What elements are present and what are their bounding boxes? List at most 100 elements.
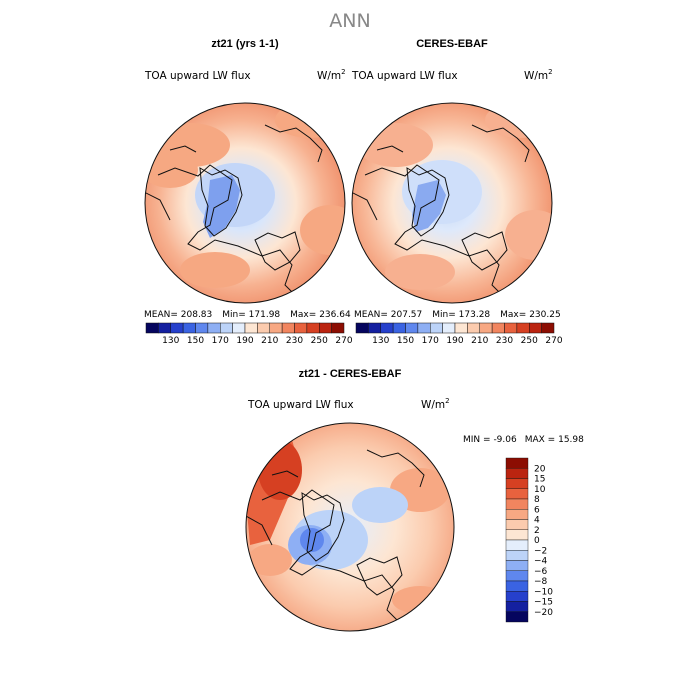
coastline: [254, 231, 301, 271]
colorbar-swatch: [380, 322, 394, 334]
panel-model: zt21 (yrs 1-1) TOA upward LW flux W/m2 M…: [144, 38, 353, 346]
colorbar-tick-label: 2: [534, 526, 540, 536]
colorbar-tick-label: 4: [534, 516, 540, 526]
colorbar-swatch: [368, 322, 381, 334]
colorbar-tick-label: 230: [496, 336, 513, 346]
coastline: [169, 124, 323, 163]
colorbar-tick-label: −20: [534, 608, 553, 618]
panel-model-variable: TOA upward LW flux: [144, 70, 251, 82]
colorbar-tick-label: 210: [261, 336, 278, 346]
coastline: [352, 164, 508, 301]
warm-region: [300, 205, 345, 255]
coastline: [301, 492, 345, 562]
colorbar-swatch: [505, 498, 529, 510]
panel-model-map-border: [144, 102, 346, 304]
colorbar-swatch: [505, 611, 529, 623]
colorbar-swatch: [541, 322, 555, 334]
colorbar-swatch: [505, 580, 529, 592]
colorbar-swatch: [430, 322, 443, 334]
coastline: [376, 124, 530, 163]
warm-region: [357, 123, 433, 167]
coastline: [356, 556, 403, 596]
greenland-cold-region: [412, 180, 446, 232]
negative-bias-region: [300, 528, 324, 552]
colorbar-swatch: [505, 570, 529, 582]
colorbar-tick-label: 8: [534, 495, 540, 505]
colorbar-tick-label: 0: [534, 536, 540, 546]
colorbar-swatch: [505, 591, 529, 602]
colorbar-tick-label: 210: [471, 336, 488, 346]
colorbar-tick-label: −15: [534, 598, 553, 608]
colorbar-swatch: [145, 322, 159, 334]
greenland-cold-region: [203, 175, 240, 238]
colorbar-swatch: [529, 322, 542, 334]
colorbar-swatch: [505, 488, 529, 500]
colorbar-tick-label: 6: [534, 505, 540, 515]
panel-obs-map: [352, 103, 552, 303]
colorbar-swatch: [516, 322, 530, 334]
colorbar-tick-label: 130: [372, 336, 389, 346]
colorbar-swatch: [170, 322, 184, 334]
colorbar-tick-label: 150: [397, 336, 414, 346]
panel-model-colorbar: 130 150 170 190 210 230 250 270: [145, 322, 353, 346]
panel-obs: CERES-EBAF TOA upward LW flux W/m2 MEAN=…: [351, 38, 563, 346]
colorbar-swatch: [454, 322, 468, 334]
colorbar-swatch: [491, 322, 505, 334]
colorbar-swatch: [505, 550, 529, 561]
positive-bias-region: [258, 440, 302, 500]
colorbar-swatch: [442, 322, 456, 334]
colorbar-swatch: [244, 322, 258, 334]
coastline: [145, 164, 301, 301]
colorbar-tick-label: 170: [422, 336, 439, 346]
negative-bias-region: [352, 487, 408, 523]
coastline: [461, 231, 508, 271]
colorbar-swatch: [479, 322, 493, 334]
warm-region: [385, 254, 455, 290]
colorbar-tick-label: 20: [534, 464, 546, 474]
colorbar-swatch: [232, 322, 246, 334]
colorbar-swatch: [207, 322, 221, 334]
colorbar-swatch: [417, 322, 431, 334]
colorbar-swatch: [504, 322, 518, 334]
panel-obs-stats: MEAN= 207.57 Min= 173.28 Max= 230.25: [354, 310, 561, 320]
colorbar-tick-label: −8: [534, 577, 548, 587]
colorbar-swatch: [505, 560, 529, 571]
colorbar-tick-label: −6: [534, 567, 548, 577]
colorbar-swatch: [467, 322, 480, 334]
colorbar-swatch: [182, 322, 196, 334]
colorbar-tick-label: 190: [446, 336, 463, 346]
warm-region: [485, 103, 552, 138]
warm-region: [180, 252, 250, 288]
colorbar-tick-label: 170: [212, 336, 229, 346]
colorbar-swatch: [331, 322, 345, 334]
panel-diff: zt21 - CERES-EBAF TOA upward LW flux W/m…: [245, 368, 584, 632]
colorbar-swatch: [306, 322, 320, 334]
colorbar-swatch: [505, 509, 529, 520]
panel-obs-units: W/m2: [524, 68, 553, 82]
colorbar-swatch: [294, 322, 308, 334]
panel-diff-stats: MIN = -9.06 MAX = 15.98: [463, 435, 584, 445]
warm-region: [275, 103, 345, 138]
coastline: [406, 167, 450, 237]
panel-obs-colorbar: 130 150 170 190 210 230 250 270: [355, 322, 563, 346]
colorbar-swatch: [269, 322, 283, 334]
colorbar-tick-label: 190: [236, 336, 253, 346]
warm-region: [505, 210, 552, 260]
colorbar-swatch: [505, 529, 529, 541]
colorbar-swatch: [158, 322, 171, 334]
colorbar-swatch: [257, 322, 270, 334]
positive-bias-region: [248, 544, 292, 576]
panel-model-title: zt21 (yrs 1-1): [211, 38, 279, 50]
colorbar-tick-label: −4: [534, 557, 548, 567]
colorbar-swatch: [281, 322, 295, 334]
panel-obs-map-border: [351, 102, 553, 304]
panel-diff-map-border: [245, 422, 455, 632]
panel-diff-variable: TOA upward LW flux: [247, 399, 354, 411]
colorbar-swatch: [319, 322, 332, 334]
coastline: [271, 449, 425, 488]
colorbar-tick-label: 250: [521, 336, 538, 346]
colorbar-tick-label: 250: [311, 336, 328, 346]
page-title: ANN: [329, 10, 370, 32]
colorbar-swatch: [505, 539, 529, 551]
